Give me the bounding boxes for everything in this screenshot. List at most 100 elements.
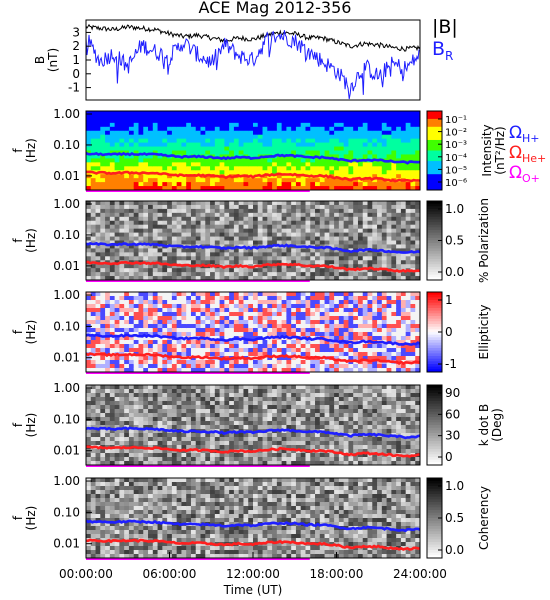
colorbar-tick-label: 90	[445, 386, 460, 400]
colorbar-tick-label: 0.0	[445, 543, 464, 557]
gyro-line-he-plus	[85, 538, 420, 551]
panel-frame	[85, 200, 421, 281]
colorbar-label: Intensity(nT²/Hz)	[480, 124, 507, 176]
colorbar-tick-label: 0.0	[445, 265, 464, 279]
colorbar-tick-label: -1	[445, 357, 457, 371]
y-tick-label: 0.10	[53, 505, 80, 519]
y-tick-label: 1	[72, 53, 80, 67]
y-tick-label: 0.01	[53, 444, 80, 458]
heatmap-cells	[86, 385, 421, 466]
colorbar-tick-label: 10⁻¹	[445, 115, 467, 126]
x-tick-label: 12:00:00	[226, 567, 280, 581]
omega-legend-h-plus: ΩH+	[509, 123, 540, 145]
gyro-line-he-plus	[85, 260, 421, 273]
gyro-line-h-plus	[85, 151, 421, 165]
heatmap-cells	[86, 292, 421, 373]
x-axis-label: Time (UT)	[223, 583, 283, 597]
heatmap-cells	[86, 111, 421, 191]
legend-b-magnitude-label: |B|	[432, 16, 458, 38]
series-line	[85, 30, 421, 100]
series-b-radial	[85, 30, 421, 100]
x-tick-label: 24:00:00	[393, 567, 447, 581]
y-tick-label: 0.10	[53, 412, 80, 426]
colorbar-label: Coherency	[477, 486, 491, 550]
colorbar: 1.0 0.5 0.0 Coherency	[426, 477, 491, 559]
colorbar-tick-label: 0	[445, 325, 453, 339]
legend-b-radial-label: B	[432, 38, 446, 60]
colorbar-label: % Polarization	[477, 198, 491, 283]
y-axis-label: f(Hz)	[11, 320, 38, 345]
y-axis-label: f(Hz)	[11, 228, 38, 253]
colorbar-frame	[426, 384, 443, 466]
y-tick-label: 0.10	[53, 319, 80, 333]
panel-frame	[85, 384, 421, 466]
y-tick-label: -1	[68, 81, 80, 95]
panel-frame	[85, 110, 421, 191]
gyro-line-he-plus	[85, 352, 421, 366]
y-tick-label: 0.01	[53, 351, 80, 365]
y-axis-label: f(Hz)	[11, 138, 38, 163]
colorbar-tick-label: 10⁻²	[445, 128, 467, 139]
y-tick-label: 1.00	[53, 197, 80, 211]
colorbar-tick-label: 1.0	[445, 479, 464, 493]
gyro-line-h-plus	[85, 426, 421, 440]
panel--polarization: 1.00 0.10 0.01 f(Hz) 1.0 0.5 0.0 % Polarization	[11, 197, 491, 283]
x-tick-label: 18:00:00	[310, 567, 364, 581]
colorbar: 1 0 -1 Ellipticity	[426, 291, 491, 373]
legend-b-radial-sub: R	[445, 48, 454, 63]
colorbar-tick-label: 60	[445, 407, 460, 421]
y-tick-label: 1.00	[53, 381, 80, 395]
panel-intensity: 1.000.100.01f(Hz)10⁻¹10⁻²10⁻³10⁻⁴10⁻⁵10⁻…	[11, 107, 507, 193]
y-tick-label: 2	[72, 39, 80, 53]
panel-frame	[85, 291, 421, 373]
panel-coherency: 1.00 0.10 0.01 f(Hz) 1.0 0.5 0.0 Coherency	[11, 474, 491, 561]
y-tick-label: 1.00	[53, 107, 80, 121]
colorbar-tick-label: 0	[445, 450, 453, 464]
legend-b-radial: BR	[432, 40, 453, 66]
colorbar-tick-label: 30	[445, 429, 460, 443]
y-axis-label: B(nT)	[33, 48, 60, 72]
gyro-line-he-plus	[86, 170, 421, 183]
y-tick-label: 0.01	[53, 259, 80, 273]
y-tick-label: 3	[72, 25, 80, 39]
colorbar-label: Ellipticity	[477, 305, 491, 360]
chart-title: ACE Mag 2012-356	[198, 0, 352, 17]
y-axis-label: f(Hz)	[11, 413, 38, 438]
y-tick-label: 1.00	[53, 288, 80, 302]
series-b-magnitude	[85, 23, 421, 52]
colorbar-tick-label: 10⁻⁶	[445, 178, 467, 189]
gyro-line-he-plus	[85, 445, 421, 459]
omega-legend-o-plus: ΩO+	[509, 163, 540, 185]
series-line	[85, 23, 421, 52]
colorbar: 1.0 0.5 0.0 % Polarization	[426, 198, 491, 283]
colorbar-label: k dot B(Deg)	[477, 404, 504, 446]
panel-ellipticity: 1.00 0.10 0.01 f(Hz) 1 0 -1 Ellipticity	[11, 288, 491, 375]
colorbar-tick-label: 0.5	[445, 511, 464, 525]
colorbar-tick-label: 10⁻⁴	[445, 153, 467, 164]
y-tick-label: 1.00	[53, 474, 80, 488]
y-tick-label: 0.01	[53, 537, 80, 551]
colorbar-tick-label: 10⁻⁵	[445, 165, 467, 176]
colorbar: 90 60 30 0 k dot B(Deg)	[426, 384, 504, 466]
x-tick-label: 00:00:00	[59, 567, 113, 581]
gyro-line-h-plus	[85, 519, 421, 533]
colorbar-frame	[426, 110, 443, 191]
colorbar-tick-label: 1.0	[445, 202, 464, 216]
legend-b-magnitude: |B|	[432, 18, 458, 37]
gyrofrequency-legend: ΩH+ΩHe+ΩO+	[509, 123, 546, 185]
gyro-line-h-plus	[85, 333, 421, 346]
colorbar-tick-label: 0.5	[445, 234, 464, 248]
x-axis: 00:00:00 06:00:00 12:00:00 18:00:00 24:00:00…	[59, 552, 447, 597]
y-tick-label: 0.01	[53, 169, 80, 183]
y-tick-label: 0.10	[53, 228, 80, 242]
y-axis-label: f(Hz)	[11, 506, 38, 531]
x-tick-label: 06:00:00	[143, 567, 197, 581]
gyro-line-h-plus	[85, 241, 421, 254]
y-tick-label: 0	[72, 67, 80, 81]
colorbar: 10⁻¹ 10⁻²10⁻³ 10⁻⁴10⁻⁵ 10⁻⁶ Intensity(nT²/Hz…	[426, 110, 507, 191]
colorbar-tick-label: 1	[445, 293, 453, 307]
y-tick-label: 0.10	[53, 138, 80, 152]
omega-legend-he-plus: ΩHe+	[509, 143, 546, 165]
